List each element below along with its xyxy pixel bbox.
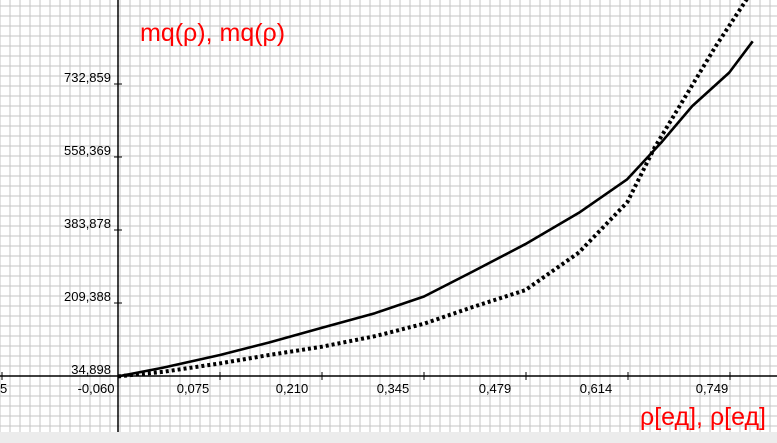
x-tick-label: 0,479 [479,381,512,396]
y-tick-label: 558,369 [64,143,111,158]
x-tick-label: 5 [0,381,7,396]
y-tick-label: 34,898 [71,362,111,377]
y-axis-title: mq(ρ), mq(ρ) [140,19,285,47]
series-lines [117,0,754,379]
x-tick-label: 0,345 [377,381,410,396]
x-tick-label: 0,075 [177,381,210,396]
y-tick-label: 209,388 [64,289,111,304]
solid-series-line [117,40,754,378]
grid [0,0,777,432]
dotted-series-line [117,0,749,379]
tick-labels: 5 -0,060 0,075 0,210 0,345 0,479 0,614 0,749 34,… [0,70,728,396]
y-tick-label: 383,878 [64,216,111,231]
x-tick-label: 0,210 [276,381,309,396]
x-tick-label: -0,060 [78,381,115,396]
y-tick-label: 732,859 [64,70,111,85]
x-tick-label: 0,749 [696,381,729,396]
x-axis-title: ρ[ед], ρ[ед] [640,403,766,431]
bottom-bar [0,432,777,443]
x-tick-label: 0,614 [580,381,613,396]
